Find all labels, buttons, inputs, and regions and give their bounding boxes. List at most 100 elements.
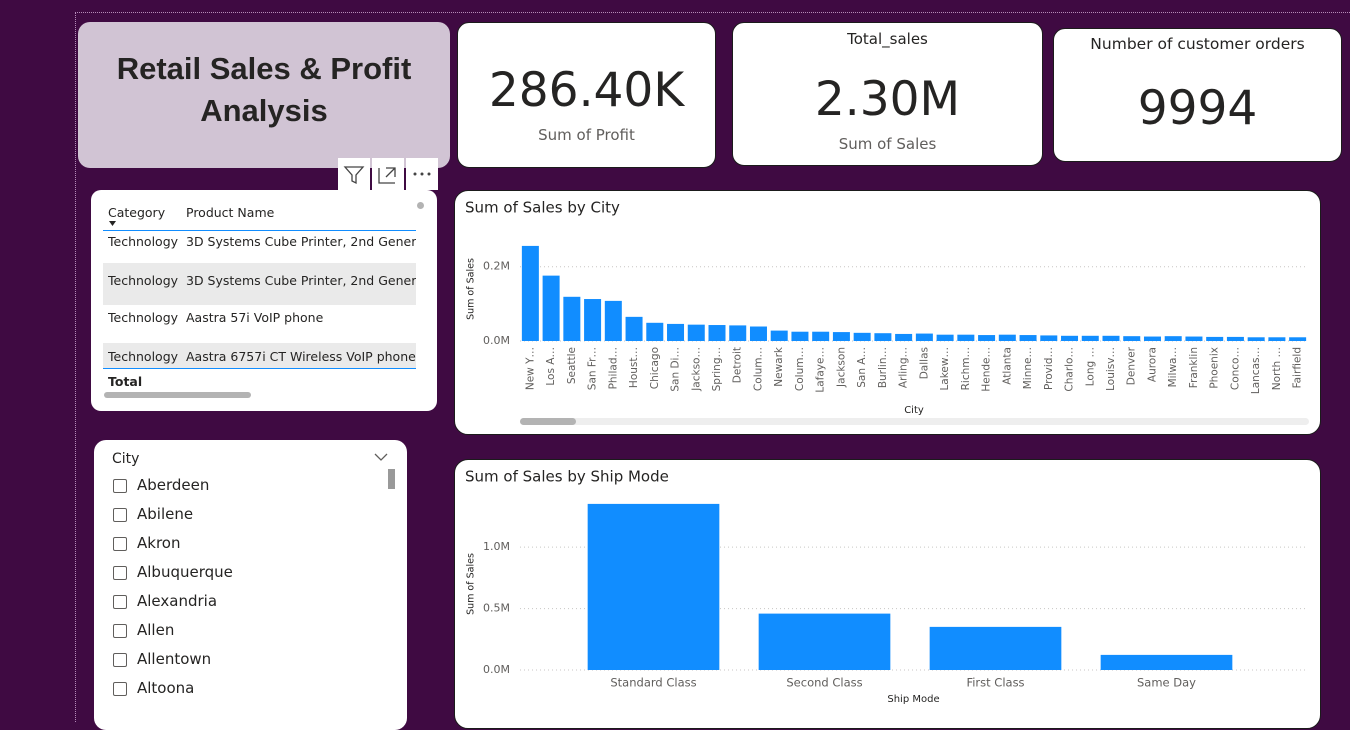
x-tick-label: Milwa…	[1167, 347, 1179, 387]
filter-icon	[343, 166, 365, 185]
x-tick-label: Spring…	[711, 347, 723, 391]
x-tick-label: Second Class	[786, 676, 862, 690]
header-rule	[103, 230, 416, 231]
scrollbar[interactable]	[104, 392, 251, 398]
slicer-item[interactable]: Albuquerque	[137, 563, 233, 581]
dot	[420, 172, 424, 176]
total-rule	[103, 368, 416, 369]
chart-title: Sum of Sales by City	[465, 199, 620, 217]
x-tick-label: Conco…	[1229, 347, 1241, 390]
kpi-card[interactable]: 286.40K Sum of Profit	[457, 22, 716, 168]
x-tick-label: Denver	[1126, 346, 1138, 385]
x-tick-label: Richm…	[960, 347, 972, 390]
table-visual: Category Product Name Technology 3D Syst…	[91, 190, 437, 411]
bar	[1143, 336, 1161, 341]
kpi-label: Sum of Sales	[838, 135, 937, 153]
canvas-border	[75, 12, 1350, 722]
kpi-value: 286.40K	[488, 63, 685, 118]
bar	[1019, 335, 1037, 341]
bar	[749, 326, 767, 341]
title-card: Retail Sales & Profit Analysis	[78, 22, 450, 168]
x-tick-label: Colum…	[752, 347, 764, 391]
bar	[791, 331, 809, 341]
bar	[812, 331, 830, 341]
bar	[1226, 336, 1244, 341]
dot	[413, 172, 417, 176]
bar	[1081, 335, 1099, 341]
bar	[687, 324, 705, 341]
bar	[625, 316, 643, 341]
column-header[interactable]: Product Name	[186, 205, 275, 220]
cell: Technology	[108, 273, 179, 288]
checkbox[interactable]	[113, 682, 127, 696]
x-tick-label: Philad…	[607, 347, 619, 389]
row-band	[103, 343, 416, 368]
slicer-item[interactable]: Akron	[137, 534, 181, 552]
x-tick-label: San Di…	[670, 347, 682, 392]
slicer-chevron[interactable]	[374, 452, 388, 462]
chart-card: Sum of Sales by Ship Mode Sum of Sales Shi…	[454, 459, 1321, 729]
x-axis-title: City	[904, 405, 924, 416]
x-tick-label: Lafaye…	[815, 347, 827, 393]
column-header[interactable]: Category	[108, 205, 166, 220]
bar	[667, 323, 685, 341]
x-tick-label: San A…	[856, 347, 868, 388]
bar	[542, 275, 560, 341]
bar	[915, 333, 933, 341]
x-tick-label: Same Day	[1137, 676, 1196, 690]
y-tick-label: 1.0M	[483, 540, 510, 553]
x-tick-label: Jackso…	[690, 347, 702, 392]
x-tick-label: Los A…	[545, 347, 557, 386]
kpi-card[interactable]: Total_sales 2.30M Sum of Sales	[732, 22, 1043, 166]
sort-arrow	[109, 221, 116, 226]
x-tick-label: Long …	[1084, 347, 1096, 386]
x-tick-label: Jackson	[835, 347, 847, 388]
bar	[895, 333, 913, 341]
checkbox[interactable]	[113, 653, 127, 667]
row-band	[103, 263, 416, 305]
x-tick-label: Aurora	[1146, 347, 1158, 382]
bar	[1040, 335, 1058, 341]
x-tick-label: Lancas…	[1250, 347, 1262, 394]
checkbox[interactable]	[113, 479, 127, 493]
filter-button[interactable]	[338, 158, 370, 190]
bar	[853, 332, 871, 341]
bar	[1289, 337, 1307, 341]
bar	[563, 296, 581, 341]
cell: 3D Systems Cube Printer, 2nd Generatio	[186, 273, 416, 288]
focus-button[interactable]	[372, 158, 404, 190]
x-tick-label: Arling…	[898, 347, 910, 388]
slicer-item[interactable]: Aberdeen	[137, 476, 210, 494]
bar	[521, 245, 539, 341]
checkbox[interactable]	[113, 508, 127, 522]
bar	[978, 335, 996, 341]
slicer-item[interactable]: Abilene	[137, 505, 194, 523]
x-tick-label: Standard Class	[610, 676, 696, 690]
x-tick-label: Dallas	[918, 347, 930, 379]
x-tick-label: Charlo…	[1064, 347, 1076, 392]
checkbox[interactable]	[113, 537, 127, 551]
checkbox[interactable]	[113, 624, 127, 638]
bar-chart: Sum of Sales by City Sum of Sales City 0.0M…	[465, 199, 1309, 425]
scroll-thumb[interactable]	[520, 418, 576, 425]
x-tick-label: Detroit	[732, 347, 744, 383]
bar	[758, 613, 891, 670]
checkbox[interactable]	[113, 595, 127, 609]
focus-icon	[378, 167, 396, 184]
bar	[874, 333, 892, 341]
checkbox[interactable]	[113, 566, 127, 580]
x-tick-label: Provid…	[1043, 347, 1055, 390]
kpi-value: 9994	[1137, 81, 1258, 136]
slicer-item[interactable]: Allentown	[137, 650, 212, 668]
scroll-thumb[interactable]	[417, 202, 424, 209]
y-tick-label: 0.0M	[483, 334, 510, 347]
kpi-card[interactable]: Number of customer orders 9994	[1053, 28, 1342, 162]
bar	[936, 334, 954, 341]
bar	[1102, 335, 1120, 341]
slicer-item[interactable]: Alexandria	[137, 592, 218, 610]
slicer-scrollbar[interactable]	[388, 469, 395, 489]
slicer-item[interactable]: Allen	[137, 621, 175, 639]
slicer: City Aberdeen Abilene Akron Albuquerque Alex…	[94, 440, 407, 730]
slicer-item[interactable]: Altoona	[137, 679, 195, 697]
dashboard-title: Retail Sales & Profit Analysis	[116, 51, 412, 128]
